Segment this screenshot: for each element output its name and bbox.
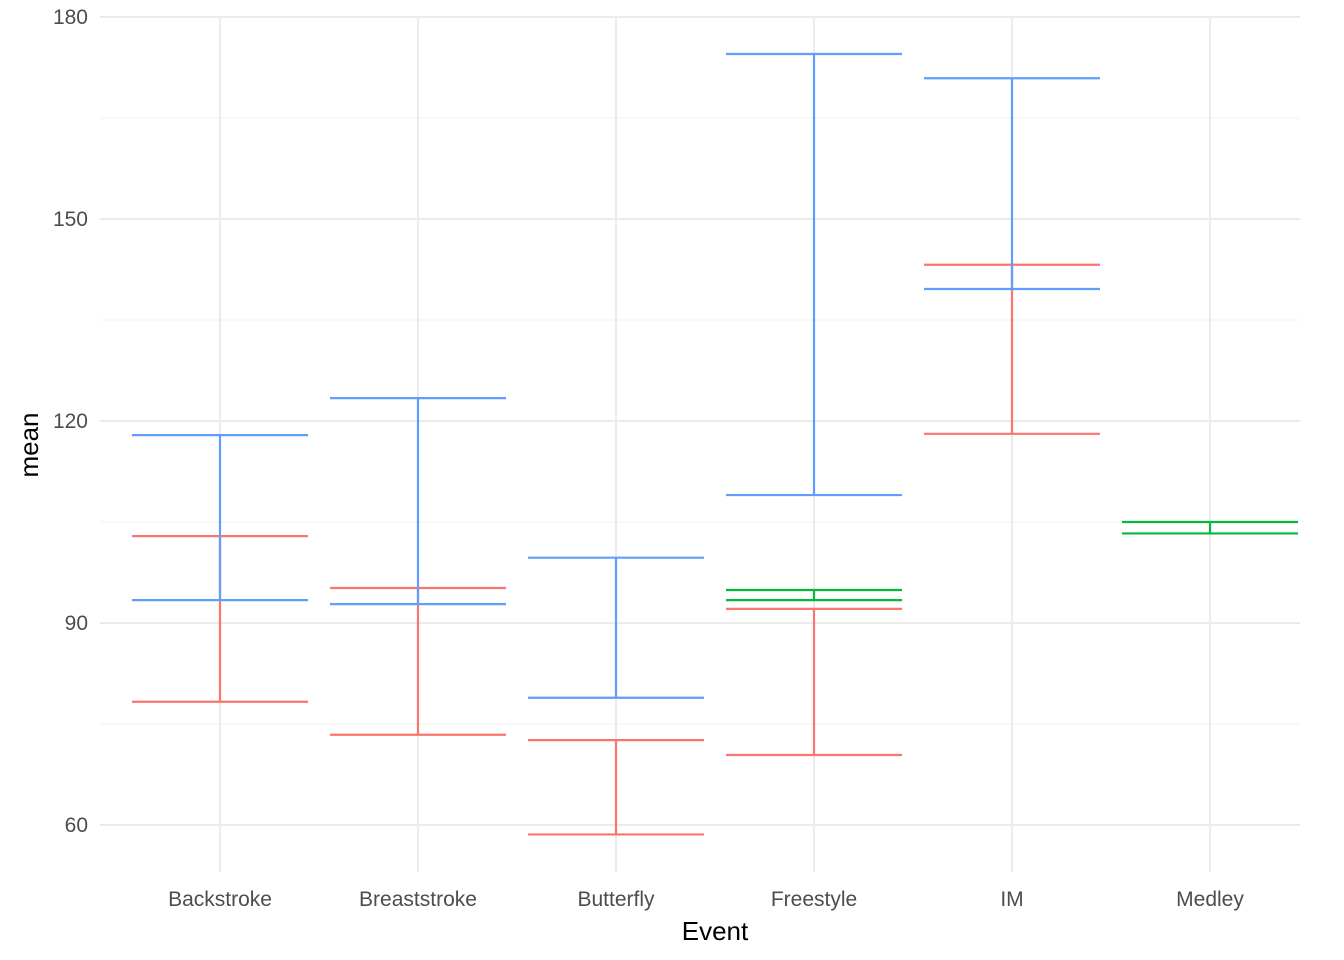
y-tick-label: 90 <box>65 612 88 635</box>
x-tick-label: Freestyle <box>771 888 857 911</box>
y-axis-ticks: 60 90 120 150 180 <box>53 6 88 837</box>
errorbar <box>726 607 902 757</box>
errorbar <box>726 588 902 602</box>
y-tick-label: 60 <box>65 814 88 837</box>
y-tick-label: 180 <box>53 6 88 29</box>
errorbar <box>528 556 704 699</box>
x-tick-label: Medley <box>1176 888 1244 911</box>
x-tick-label: IM <box>1000 888 1023 911</box>
errorbar <box>132 434 308 602</box>
errorbar-series <box>726 520 1298 602</box>
errorbar <box>924 77 1100 291</box>
errorbar <box>330 397 506 606</box>
errorbar <box>528 739 704 836</box>
x-axis-title: Event <box>682 916 749 946</box>
errorbar-series <box>132 52 1100 699</box>
y-tick-label: 150 <box>53 208 88 231</box>
y-tick-label: 120 <box>53 410 88 433</box>
error-bars <box>132 52 1298 836</box>
x-axis-ticks: Backstroke Breaststroke Butterfly Freestyle… <box>168 888 1244 911</box>
errorbar <box>1122 520 1298 535</box>
y-axis-title: mean <box>14 412 44 477</box>
x-tick-label: Butterfly <box>577 888 655 911</box>
x-tick-label: Backstroke <box>168 888 272 911</box>
x-tick-label: Breaststroke <box>359 888 477 911</box>
errorbar <box>726 52 902 497</box>
